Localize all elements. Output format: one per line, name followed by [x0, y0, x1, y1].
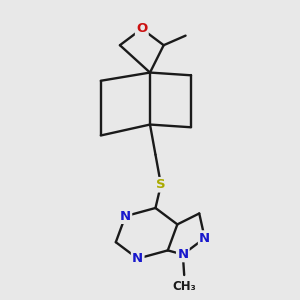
Text: CH₃: CH₃	[172, 280, 196, 293]
Text: N: N	[177, 248, 188, 261]
Text: O: O	[136, 22, 147, 35]
Text: N: N	[132, 252, 143, 265]
Text: N: N	[120, 210, 131, 223]
Text: S: S	[156, 178, 166, 191]
Text: N: N	[199, 232, 210, 244]
